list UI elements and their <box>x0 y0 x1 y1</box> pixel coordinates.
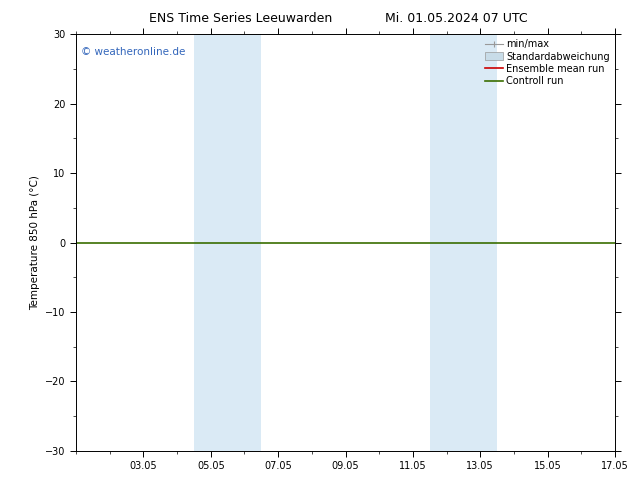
Bar <box>430 34 497 451</box>
Text: ENS Time Series Leeuwarden: ENS Time Series Leeuwarden <box>149 12 333 25</box>
Text: Mi. 01.05.2024 07 UTC: Mi. 01.05.2024 07 UTC <box>385 12 527 25</box>
Legend: min/max, Standardabweichung, Ensemble mean run, Controll run: min/max, Standardabweichung, Ensemble me… <box>481 35 614 90</box>
Y-axis label: Temperature 850 hPa (°C): Temperature 850 hPa (°C) <box>30 175 39 310</box>
Bar <box>194 34 261 451</box>
Text: © weatheronline.de: © weatheronline.de <box>81 47 186 57</box>
